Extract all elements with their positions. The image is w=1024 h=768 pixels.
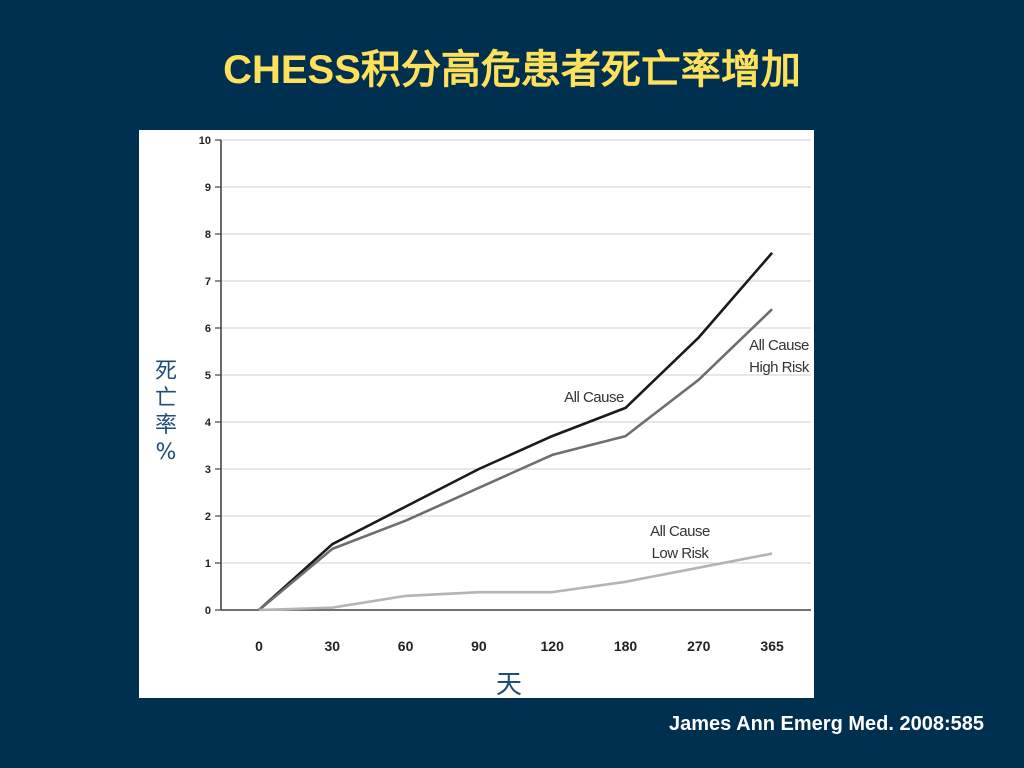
x-tick-label: 365 (760, 638, 784, 654)
y-axis-label: 率 (155, 413, 177, 438)
annotation-all-cause: All Cause (564, 389, 624, 406)
y-tick-label: 4 (205, 417, 212, 429)
y-tick-label: 0 (205, 605, 211, 617)
y-axis-label: % (156, 440, 177, 465)
y-tick-label: 5 (205, 370, 211, 382)
annotation-high-risk: All Cause (749, 337, 809, 354)
x-tick-label: 30 (325, 638, 341, 654)
series-line-2 (258, 308, 774, 611)
annotation-low-risk: Low Risk (652, 545, 710, 562)
x-tick-label: 120 (541, 638, 565, 654)
chart-panel: 0 1 2 3 4 5 6 7 8 9 10 0 30 60 90 120 180 270 365 All Cause… (139, 130, 814, 698)
x-tick-label: 90 (471, 638, 487, 654)
x-tick-label: 60 (398, 638, 414, 654)
y-tick-label: 8 (205, 229, 211, 241)
y-tick-label: 1 (205, 558, 211, 570)
x-axis-label: 天 (496, 670, 522, 698)
x-tick-label: 0 (255, 638, 263, 654)
y-tick-label: 9 (205, 182, 211, 194)
slide-title: CHESS积分高危患者死亡率增加 (223, 48, 801, 92)
y-tick-label: 10 (199, 135, 211, 147)
citation: James Ann Emerg Med. 2008:585 (669, 713, 984, 735)
mortality-line-chart: 0 1 2 3 4 5 6 7 8 9 10 0 30 60 90 120 180 270 365 All Cause… (155, 135, 811, 698)
series-line-3 (258, 552, 773, 612)
series-line-1 (258, 251, 774, 611)
y-tick-label: 6 (205, 323, 211, 335)
annotation-high-risk: High Risk (749, 359, 810, 376)
y-tick-label: 7 (205, 276, 211, 288)
x-tick-label: 180 (614, 638, 638, 654)
annotation-low-risk: All Cause (650, 523, 710, 540)
y-tick-label: 3 (205, 464, 211, 476)
x-tick-label: 270 (687, 638, 711, 654)
y-axis-label: 死 (155, 359, 177, 384)
y-tick-label: 2 (205, 511, 211, 523)
y-axis-label: 亡 (155, 386, 177, 411)
